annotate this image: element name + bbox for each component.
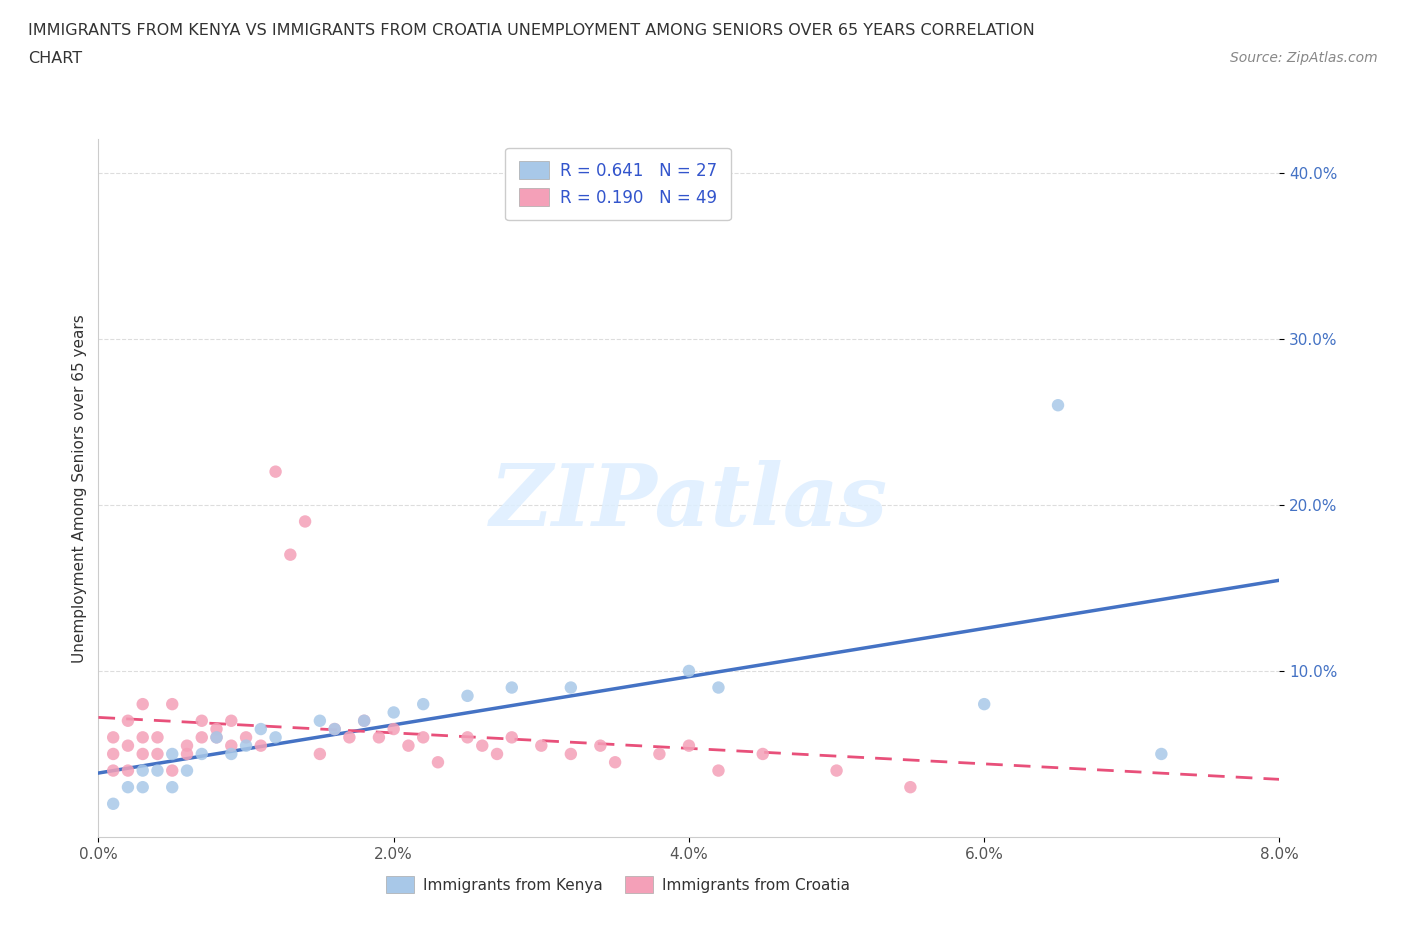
Point	[191, 730, 214, 745]
Point	[396, 738, 419, 753]
Point	[323, 722, 346, 737]
Point	[117, 764, 139, 778]
Point	[323, 722, 346, 737]
Point	[132, 764, 155, 778]
Point	[560, 747, 582, 762]
Point	[146, 730, 169, 745]
Point	[751, 747, 773, 762]
Point	[589, 738, 612, 753]
Point	[471, 738, 494, 753]
Y-axis label: Unemployment Among Seniors over 65 years: Unemployment Among Seniors over 65 years	[72, 314, 87, 662]
Point	[162, 747, 183, 762]
Point	[176, 738, 198, 753]
Point	[117, 713, 139, 728]
Point	[605, 755, 627, 770]
Point	[485, 747, 508, 762]
Point	[278, 547, 301, 562]
Point	[103, 730, 124, 745]
Point	[426, 755, 449, 770]
Legend: Immigrants from Kenya, Immigrants from Croatia: Immigrants from Kenya, Immigrants from C…	[380, 870, 856, 899]
Point	[219, 747, 242, 762]
Point	[973, 697, 995, 711]
Point	[648, 747, 671, 762]
Point	[176, 764, 198, 778]
Point	[191, 713, 214, 728]
Point	[353, 713, 375, 728]
Point	[162, 779, 183, 794]
Point	[235, 738, 257, 753]
Point	[132, 730, 155, 745]
Point	[337, 730, 360, 745]
Point	[678, 663, 700, 678]
Point	[117, 738, 139, 753]
Point	[707, 680, 730, 695]
Point	[205, 730, 228, 745]
Point	[412, 697, 434, 711]
Point	[132, 747, 155, 762]
Point	[235, 730, 257, 745]
Point	[501, 730, 523, 745]
Point	[205, 722, 228, 737]
Point	[456, 730, 478, 745]
Point	[219, 713, 242, 728]
Point	[132, 779, 155, 794]
Point	[146, 764, 169, 778]
Text: ZIPatlas: ZIPatlas	[489, 460, 889, 544]
Point	[117, 779, 139, 794]
Point	[191, 747, 214, 762]
Point	[1150, 747, 1173, 762]
Point	[353, 713, 375, 728]
Point	[205, 730, 228, 745]
Point	[103, 747, 124, 762]
Point	[898, 779, 921, 794]
Point	[412, 730, 434, 745]
Point	[530, 738, 553, 753]
Point	[501, 680, 523, 695]
Point	[250, 722, 273, 737]
Point	[103, 764, 124, 778]
Point	[264, 464, 287, 479]
Point	[456, 688, 478, 703]
Point	[707, 764, 730, 778]
Point	[560, 680, 582, 695]
Point	[146, 747, 169, 762]
Point	[308, 747, 332, 762]
Point	[264, 730, 287, 745]
Point	[219, 738, 242, 753]
Point	[250, 738, 273, 753]
Text: IMMIGRANTS FROM KENYA VS IMMIGRANTS FROM CROATIA UNEMPLOYMENT AMONG SENIORS OVER: IMMIGRANTS FROM KENYA VS IMMIGRANTS FROM…	[28, 23, 1035, 38]
Point	[132, 697, 155, 711]
Point	[382, 722, 405, 737]
Text: Source: ZipAtlas.com: Source: ZipAtlas.com	[1230, 51, 1378, 65]
Point	[678, 738, 700, 753]
Point	[162, 697, 183, 711]
Point	[1046, 398, 1069, 413]
Point	[308, 713, 332, 728]
Text: CHART: CHART	[28, 51, 82, 66]
Point	[162, 764, 183, 778]
Point	[103, 796, 124, 811]
Point	[294, 514, 316, 529]
Point	[382, 705, 405, 720]
Point	[176, 747, 198, 762]
Point	[825, 764, 848, 778]
Point	[367, 730, 389, 745]
